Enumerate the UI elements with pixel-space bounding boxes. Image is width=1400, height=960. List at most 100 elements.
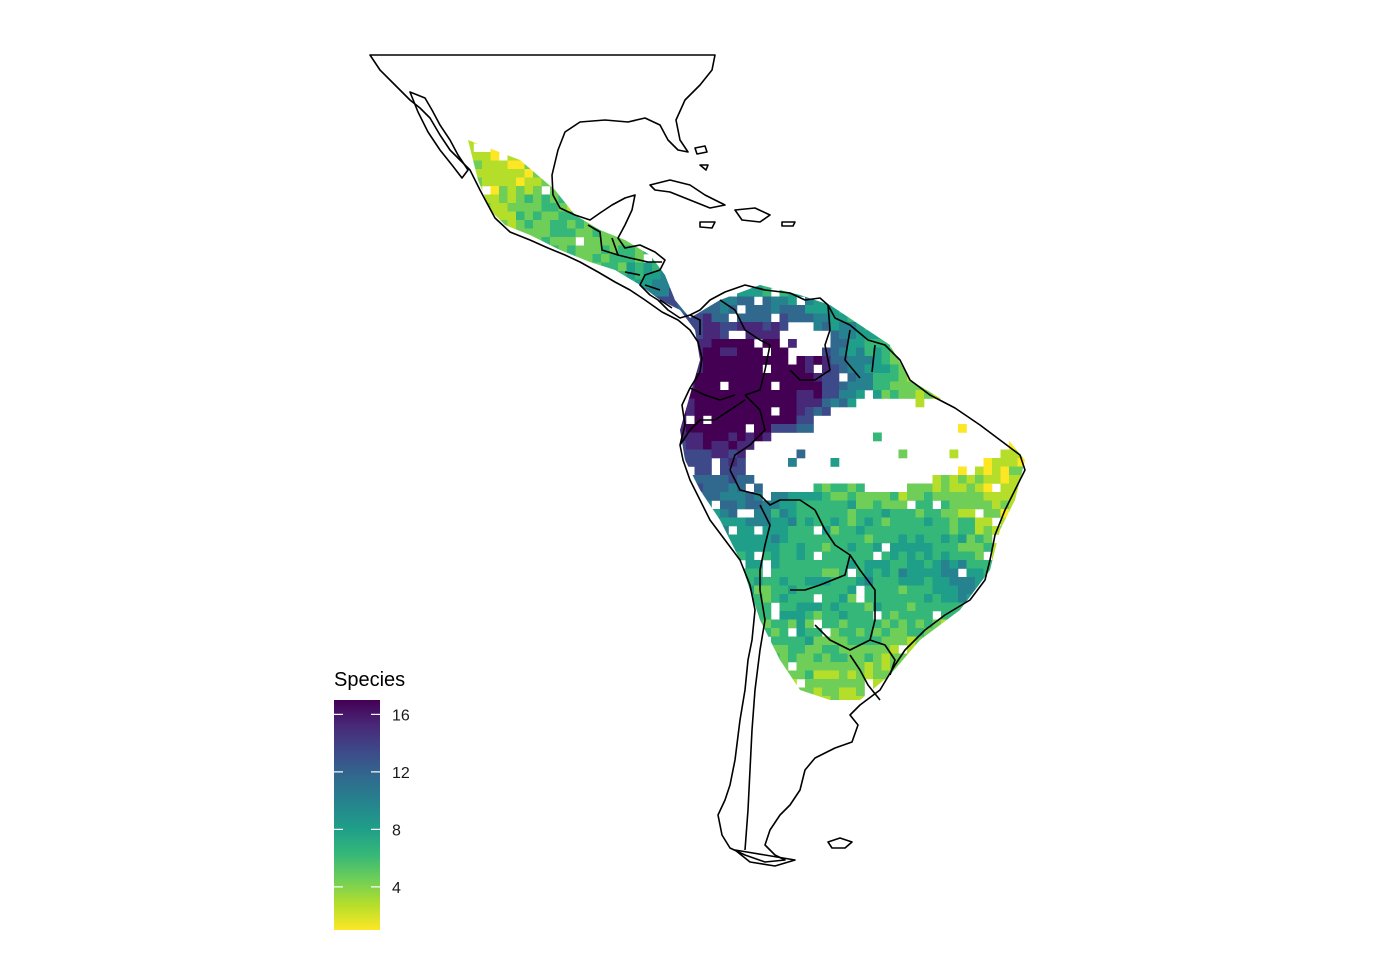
grid-cell bbox=[720, 356, 729, 365]
grid-cell bbox=[890, 152, 899, 161]
grid-cell bbox=[873, 228, 882, 238]
grid-cell bbox=[1017, 653, 1025, 663]
grid-cell bbox=[975, 237, 984, 246]
grid-cell bbox=[626, 509, 636, 518]
grid-cell bbox=[915, 696, 925, 700]
grid-cell bbox=[983, 543, 993, 552]
grid-cell bbox=[830, 143, 840, 153]
grid-cell bbox=[796, 228, 806, 238]
grid-cell bbox=[575, 245, 585, 255]
grid-cell bbox=[644, 705, 653, 714]
grid-cell bbox=[1017, 577, 1025, 586]
grid-cell bbox=[550, 313, 559, 323]
grid-cell bbox=[822, 194, 831, 204]
grid-cell bbox=[643, 364, 653, 374]
grid-cell bbox=[533, 543, 542, 552]
grid-cell bbox=[575, 186, 585, 195]
grid-cell bbox=[516, 602, 525, 612]
grid-cell bbox=[1017, 288, 1025, 297]
grid-cell bbox=[992, 602, 1001, 612]
grid-cell bbox=[830, 611, 840, 620]
grid-cell bbox=[490, 653, 500, 663]
grid-cell bbox=[1009, 143, 1018, 153]
grid-cell bbox=[1000, 594, 1010, 603]
grid-cell bbox=[711, 160, 721, 170]
grid-cell bbox=[473, 653, 483, 663]
grid-cell bbox=[694, 551, 704, 561]
grid-cell bbox=[516, 534, 525, 544]
grid-cell bbox=[711, 475, 721, 484]
grid-cell bbox=[468, 211, 474, 221]
grid-cell bbox=[813, 177, 823, 187]
grid-cell bbox=[992, 347, 1001, 357]
grid-cell bbox=[516, 500, 525, 510]
grid-cell bbox=[677, 245, 687, 255]
grid-cell bbox=[524, 509, 534, 518]
grid-cell bbox=[584, 517, 593, 527]
grid-cell bbox=[694, 543, 704, 552]
grid-cell bbox=[941, 356, 950, 365]
grid-cell bbox=[635, 679, 644, 688]
grid-cell bbox=[524, 585, 534, 595]
grid-cell bbox=[992, 228, 1001, 238]
grid-cell bbox=[992, 186, 1001, 195]
grid-cell bbox=[703, 237, 712, 246]
grid-cell bbox=[575, 526, 585, 535]
grid-cell bbox=[660, 560, 670, 569]
grid-cell bbox=[720, 645, 729, 654]
grid-cell bbox=[618, 177, 627, 187]
grid-cell bbox=[711, 449, 721, 459]
grid-cell bbox=[915, 619, 925, 629]
grid-cell bbox=[643, 594, 653, 603]
grid-cell bbox=[669, 347, 678, 357]
grid-cell bbox=[482, 679, 491, 688]
grid-cell bbox=[796, 509, 806, 518]
grid-cell bbox=[745, 398, 755, 408]
grid-cell bbox=[482, 211, 491, 221]
grid-cell bbox=[703, 177, 712, 187]
grid-cell bbox=[805, 398, 814, 408]
legend-tick-label: 4 bbox=[392, 880, 401, 897]
grid-cell bbox=[694, 526, 704, 535]
grid-cell bbox=[822, 211, 831, 221]
grid-cell bbox=[490, 483, 500, 493]
grid-cell bbox=[516, 458, 525, 467]
grid-cell bbox=[745, 551, 755, 561]
grid-cell bbox=[507, 466, 517, 476]
grid-cell bbox=[796, 551, 806, 561]
grid-cell bbox=[958, 543, 967, 552]
grid-cell bbox=[660, 237, 670, 246]
grid-cell bbox=[1000, 483, 1010, 493]
grid-cell bbox=[1017, 424, 1025, 433]
grid-cell bbox=[864, 594, 874, 603]
grid-cell bbox=[468, 288, 474, 297]
grid-cell bbox=[541, 526, 551, 535]
grid-cell bbox=[958, 560, 967, 569]
grid-cell bbox=[881, 526, 891, 535]
grid-cell bbox=[550, 645, 559, 654]
grid-cell bbox=[779, 577, 789, 586]
grid-cell bbox=[652, 670, 661, 680]
grid-cell bbox=[533, 458, 542, 467]
grid-cell bbox=[779, 645, 789, 654]
paraguay-brazil-border bbox=[814, 554, 876, 651]
grid-cell bbox=[652, 194, 661, 204]
grid-cell bbox=[728, 517, 738, 527]
grid-cell bbox=[975, 594, 984, 603]
grid-cell bbox=[584, 152, 593, 161]
grid-cell bbox=[788, 254, 797, 263]
grid-cell bbox=[541, 696, 551, 700]
grid-cell bbox=[609, 186, 619, 195]
grid-cell bbox=[915, 262, 925, 272]
grid-cell bbox=[507, 551, 517, 561]
grid-cell bbox=[941, 619, 950, 629]
grid-cell bbox=[720, 500, 729, 510]
grid-cell bbox=[584, 288, 593, 297]
grid-cell bbox=[907, 322, 916, 331]
grid-cell bbox=[1009, 662, 1018, 671]
grid-cell bbox=[788, 636, 797, 646]
grid-cell bbox=[516, 449, 525, 459]
grid-cell bbox=[975, 313, 984, 323]
grid-cell bbox=[813, 517, 823, 527]
grid-cell bbox=[507, 254, 517, 263]
